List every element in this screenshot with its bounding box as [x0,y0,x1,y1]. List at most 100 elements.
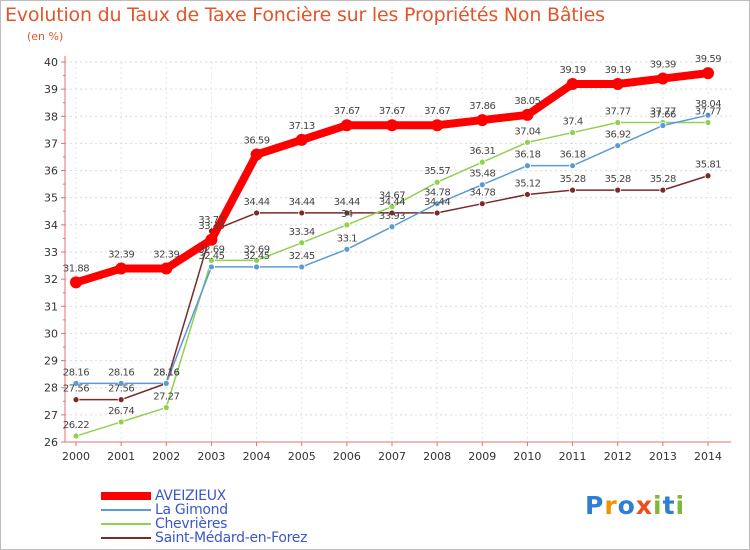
data-label-aveizieux-2008: 37.67 [424,106,450,117]
logo-letter: o [617,491,636,520]
data-label-aveizieux-2002: 32.39 [153,250,179,261]
point-saint-medard-2009 [478,200,486,208]
y-tick-label-32: 32 [44,273,58,286]
legend-item-saint-medard: Saint-Médard-en-Forez [101,531,307,545]
y-tick-label-39: 39 [44,83,58,96]
data-label-saint-medard-2007: 34.44 [379,197,405,208]
point-saint-medard-2005 [298,209,306,217]
x-tick-label-2001: 2001 [107,450,135,463]
y-tick-label-40: 40 [44,56,58,69]
x-tick-label-2014: 2014 [694,450,722,463]
x-tick-label-2004: 2004 [243,450,271,463]
legend-label-la-gimond: La Gimond [155,502,228,518]
data-label-la-gimond-2003: 32.45 [198,251,224,262]
data-label-chevrieres-2001: 26.74 [108,406,134,417]
data-label-chevrieres-2003: 32.69 [198,244,224,255]
point-chevrieres-2002 [162,404,170,411]
legend-item-aveizieux: AVEIZIEUX [101,489,307,503]
point-la-gimond-2003 [208,263,215,271]
data-label-la-gimond-2011: 36.18 [560,150,586,161]
point-chevrieres-2014 [704,119,712,126]
point-aveizieux-2011 [566,77,579,90]
data-label-chevrieres-2000: 26.22 [63,420,89,431]
point-aveizieux-2000 [70,276,82,289]
data-label-saint-medard-2006: 34.44 [334,197,360,208]
legend-swatch-chevrieres [101,523,151,525]
point-aveizieux-2001 [115,262,128,275]
logo-letter: P [585,491,605,520]
point-la-gimond-2014 [704,111,712,119]
data-label-chevrieres-2006: 34 [341,209,353,220]
point-la-gimond-2000 [72,379,80,387]
data-label-chevrieres-2011: 37.4 [562,117,582,128]
point-saint-medard-2012 [614,186,622,194]
data-label-saint-medard-2004: 34.44 [244,197,270,208]
y-tick-label-31: 31 [44,300,58,313]
point-chevrieres-2000 [72,432,80,440]
point-aveizieux-2012 [611,77,624,90]
data-label-aveizieux-2012: 39.19 [605,65,631,76]
point-chevrieres-2006 [343,221,351,229]
data-label-chevrieres-2008: 35.57 [424,166,450,177]
legend-label-aveizieux: AVEIZIEUX [155,488,226,504]
data-label-la-gimond-2013: 37.66 [650,110,676,121]
x-tick-label-2012: 2012 [604,450,632,463]
x-tick-label-2005: 2005 [288,450,316,463]
data-label-la-gimond-2001: 28.16 [108,367,134,378]
data-label-la-gimond-2007: 33.93 [379,211,405,222]
data-label-aveizieux-2005: 37.13 [289,121,315,132]
data-label-la-gimond-2006: 33.1 [337,233,357,244]
data-label-aveizieux-2001: 32.39 [108,250,134,261]
point-saint-medard-2001 [117,396,125,404]
point-chevrieres-2010 [524,138,531,146]
data-label-saint-medard-2005: 34.44 [289,197,315,208]
data-label-chevrieres-2005: 33.34 [289,227,315,238]
x-tick-label-2007: 2007 [378,450,406,463]
point-chevrieres-2007 [388,203,396,211]
y-tick-label-30: 30 [44,327,58,340]
point-chevrieres-2005 [298,239,306,247]
data-label-aveizieux-2013: 39.39 [650,60,676,71]
point-aveizieux-2009 [476,114,489,127]
point-chevrieres-2009 [478,158,486,166]
data-label-aveizieux-2004: 36.59 [244,136,270,147]
point-la-gimond-2002 [162,379,170,387]
point-aveizieux-2004 [250,148,263,161]
point-aveizieux-2014 [702,67,714,80]
logo-letter: t [662,491,676,520]
point-aveizieux-2008 [431,119,444,132]
x-tick-label-2000: 2000 [62,450,90,463]
point-la-gimond-2001 [117,379,125,387]
data-label-chevrieres-2002: 27.27 [153,392,179,403]
y-axis-unit-label: (en %) [27,30,64,43]
data-label-chevrieres-2004: 32.69 [244,244,270,255]
point-la-gimond-2006 [343,245,351,253]
point-aveizieux-2003 [205,233,218,246]
y-tick-label-27: 27 [44,409,58,422]
point-chevrieres-2003 [208,257,215,264]
y-tick-label-35: 35 [44,192,58,205]
point-la-gimond-2009 [478,181,486,189]
data-label-saint-medard-2011: 35.28 [560,174,586,185]
data-label-la-gimond-2000: 28.16 [63,367,89,378]
point-aveizieux-2002 [160,262,173,275]
point-saint-medard-2010 [524,191,531,198]
point-saint-medard-2006 [343,209,351,217]
legend-label-chevrieres: Chevrières [155,516,228,532]
legend-swatch-saint-medard [101,537,151,539]
point-aveizieux-2006 [340,119,353,132]
data-label-la-gimond-2008: 34.78 [424,188,450,199]
data-label-chevrieres-2014: 37.77 [695,107,721,118]
point-chevrieres-2011 [569,129,576,136]
data-label-saint-medard-2000: 27.56 [63,384,89,395]
x-tick-label-2010: 2010 [513,450,541,463]
logo-letter: i [653,491,663,520]
data-label-chevrieres-2009: 36.31 [469,146,495,157]
x-tick-label-2003: 2003 [197,450,225,463]
data-label-la-gimond-2004: 32.45 [244,251,270,262]
legend-label-saint-medard: Saint-Médard-en-Forez [155,530,308,546]
y-tick-label-28: 28 [44,382,58,395]
data-label-saint-medard-2010: 35.12 [514,178,540,189]
point-la-gimond-2010 [524,162,531,170]
